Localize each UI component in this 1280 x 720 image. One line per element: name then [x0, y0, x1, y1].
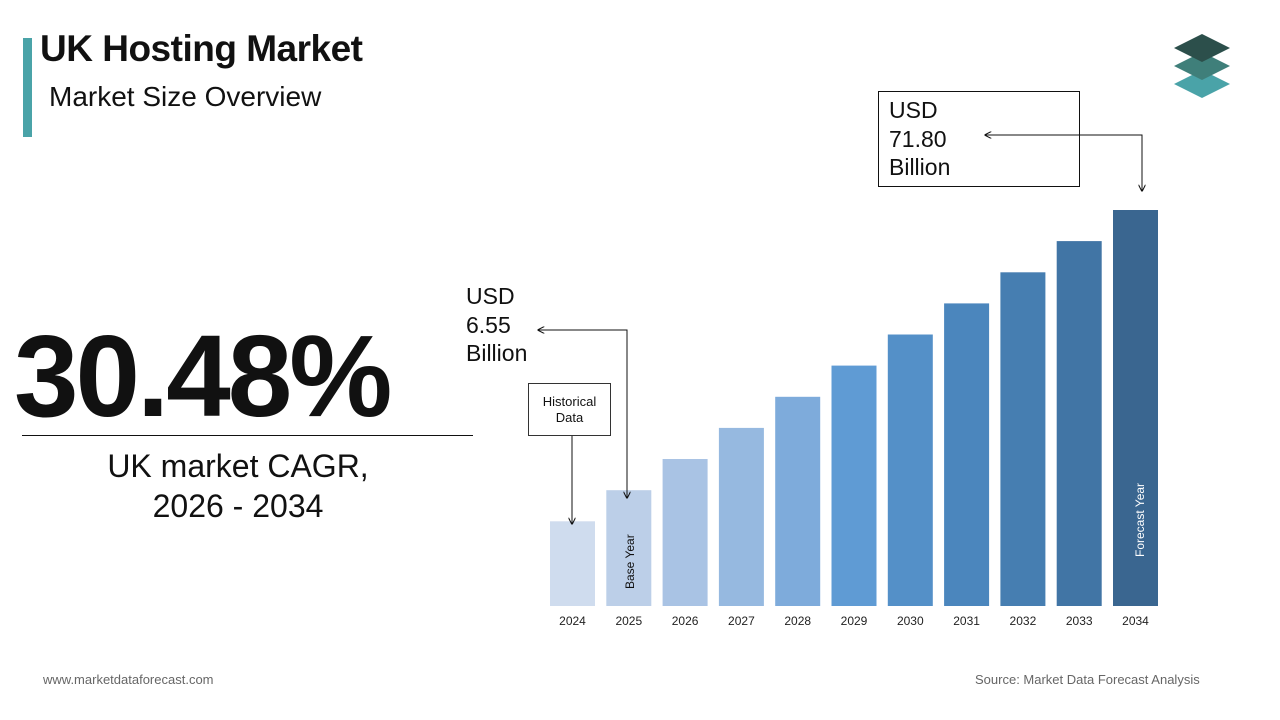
x-tick-2031: 2031: [953, 614, 980, 628]
forecast-year-label: Forecast Year: [1133, 483, 1147, 557]
x-tick-2025: 2025: [615, 614, 642, 628]
end-value-callout: USD 71.80 Billion: [878, 91, 1080, 187]
end-value-arrow: [985, 135, 1142, 191]
start-value-arrow: [538, 330, 627, 498]
cagr-label-line2: 2026 - 2034: [152, 488, 324, 524]
x-tick-2029: 2029: [841, 614, 868, 628]
cagr-value: 30.48%: [14, 311, 392, 441]
bar-2034: [1113, 210, 1158, 606]
bar-2026: [662, 459, 708, 606]
start-value-callout: USD 6.55 Billion: [466, 282, 527, 368]
cagr-label: UK market CAGR, 2026 - 2034: [48, 446, 428, 526]
bar-2025: [606, 490, 652, 606]
bar-2032: [1000, 272, 1046, 606]
start-value-line1: USD: [466, 283, 515, 309]
cagr-label-line1: UK market CAGR,: [107, 448, 369, 484]
x-tick-labels: 2024 2025 2026 2027 2028 2029 2030 2031 2032 2033…: [559, 614, 1149, 628]
accent-bar: [23, 38, 32, 137]
x-tick-2028: 2028: [784, 614, 811, 628]
x-tick-2030: 2030: [897, 614, 924, 628]
bar-2028: [775, 396, 821, 606]
base-year-label: Base Year: [623, 534, 637, 589]
end-value-line2: 71.80: [889, 125, 947, 152]
start-value-line2: 6.55: [466, 311, 511, 338]
bars-layer: [550, 210, 1158, 606]
bar-2024: [550, 521, 595, 606]
historical-data-callout: Historical Data: [528, 383, 611, 436]
footer-website: www.marketdataforecast.com: [43, 672, 214, 687]
x-tick-2033: 2033: [1066, 614, 1093, 628]
start-value-line3: Billion: [466, 340, 528, 366]
x-tick-2034: 2034: [1122, 614, 1149, 628]
bar-2029: [831, 365, 877, 606]
page-title: UK Hosting Market: [40, 28, 363, 69]
cagr-divider: [22, 435, 473, 436]
page-subtitle: Market Size Overview: [49, 81, 322, 112]
bar-2027: [718, 427, 764, 606]
x-tick-2026: 2026: [672, 614, 699, 628]
historical-line2: Data: [555, 409, 584, 425]
layers-logo-icon: [1174, 34, 1230, 98]
bar-2033: [1056, 241, 1102, 606]
historical-line1: Historical: [542, 393, 597, 409]
end-value-line1: USD: [889, 97, 938, 123]
bar-2031: [944, 303, 990, 606]
x-tick-2024: 2024: [559, 614, 586, 628]
x-tick-2027: 2027: [728, 614, 755, 628]
bar-2030: [887, 334, 933, 606]
footer-source: Source: Market Data Forecast Analysis: [975, 672, 1200, 687]
x-tick-2032: 2032: [1010, 614, 1037, 628]
end-value-line3: Billion: [889, 154, 951, 180]
